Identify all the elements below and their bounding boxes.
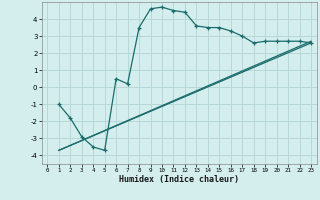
X-axis label: Humidex (Indice chaleur): Humidex (Indice chaleur)	[119, 175, 239, 184]
